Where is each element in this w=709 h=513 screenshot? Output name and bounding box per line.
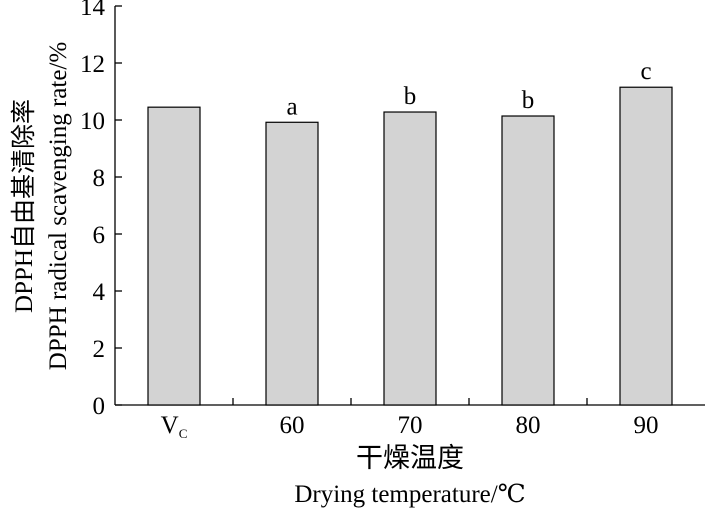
- significance-label: b: [404, 83, 417, 110]
- significance-label: c: [640, 58, 651, 85]
- y-tick-label: 0: [93, 393, 106, 420]
- x-ticks: VC 60 70 80 90: [161, 398, 659, 441]
- y-tick-label: 6: [93, 222, 106, 249]
- y-axis-title-english: DPPH radical scavenging rate/%: [45, 42, 72, 370]
- y-tick-label: 12: [80, 51, 105, 78]
- significance-label: b: [522, 87, 535, 114]
- y-tick-label: 10: [80, 108, 105, 135]
- x-tick-label: 90: [634, 412, 659, 439]
- bars: a b b c: [147, 58, 673, 406]
- bar: [147, 106, 201, 406]
- x-tick-label: VC: [161, 412, 188, 441]
- x-tick-label: 70: [398, 412, 423, 439]
- significance-label: a: [286, 93, 297, 120]
- bar: [383, 111, 437, 406]
- y-ticks: 0 2 4 6 8 10 12 14: [80, 0, 122, 420]
- y-tick-label: 2: [93, 336, 106, 363]
- x-tick-label: 80: [516, 412, 541, 439]
- bar: [265, 121, 319, 406]
- x-axis-title-chinese: 干燥温度: [356, 443, 464, 473]
- x-axis-title-english: Drying temperature/℃: [294, 481, 525, 508]
- y-tick-label: 14: [80, 0, 106, 21]
- y-tick-label: 4: [93, 279, 106, 306]
- bar: [619, 86, 673, 406]
- bar: [501, 115, 555, 406]
- y-axis-title-chinese: DPPH自由基清除率: [10, 99, 38, 313]
- y-tick-label: 8: [93, 165, 106, 192]
- x-tick-label: 60: [280, 412, 305, 439]
